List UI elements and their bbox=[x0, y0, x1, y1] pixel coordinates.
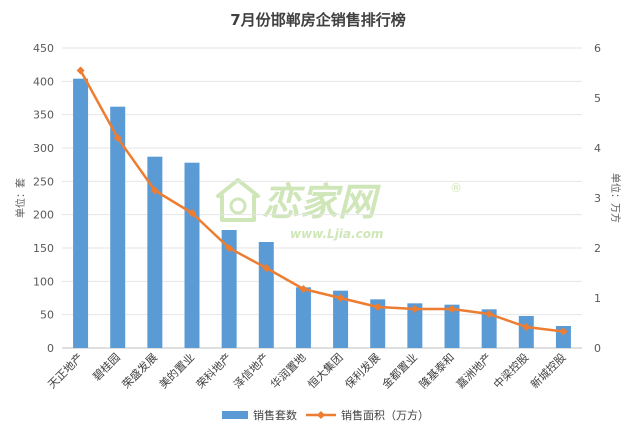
y2-tick-label: 0 bbox=[594, 342, 601, 355]
x-tick-label: 隆基泰和 bbox=[416, 350, 457, 391]
line-point bbox=[559, 327, 568, 336]
y-tick-label: 200 bbox=[33, 209, 54, 222]
bar bbox=[295, 287, 311, 348]
legend: 销售套数 销售面积（万方） bbox=[222, 408, 429, 422]
y-tick-label: 100 bbox=[33, 275, 54, 288]
watermark-registered-mark: ® bbox=[450, 181, 462, 195]
bar bbox=[184, 162, 200, 348]
line-point bbox=[150, 186, 159, 195]
bar bbox=[407, 303, 423, 348]
bar bbox=[73, 78, 89, 349]
x-tick-label: 荣科地产 bbox=[193, 350, 234, 391]
line-point bbox=[410, 305, 419, 313]
legend-label-bar: 销售套数 bbox=[253, 408, 297, 422]
y2-tick-label: 4 bbox=[594, 142, 601, 155]
bar-series bbox=[73, 78, 571, 349]
x-tick-label: 金都置业 bbox=[379, 350, 420, 391]
x-tick-label: 天正地产 bbox=[45, 350, 86, 391]
y-tick-label: 450 bbox=[33, 42, 54, 55]
y2-tick-label: 6 bbox=[594, 42, 601, 55]
y2-tick-label: 3 bbox=[594, 192, 601, 205]
line-point bbox=[76, 66, 85, 75]
y-tick-label: 350 bbox=[33, 109, 54, 122]
x-tick-label: 恒大集团 bbox=[305, 350, 346, 391]
bar bbox=[518, 316, 534, 348]
watermark-house-icon bbox=[216, 178, 260, 222]
bar bbox=[333, 290, 349, 348]
x-tick-label: 新城控股 bbox=[528, 350, 569, 391]
bar bbox=[481, 309, 497, 348]
bar bbox=[444, 304, 460, 348]
x-tick-label: 嘉洲地产 bbox=[453, 350, 494, 391]
x-axis: 天正地产 碧桂园荣盛发展美的置业荣科地产泽信地产华润置地恒大集团保利发展金都置业隆… bbox=[45, 350, 569, 391]
watermark-logo: 恋家网 www.Ljia.com ® bbox=[216, 178, 462, 241]
line-point bbox=[299, 285, 308, 293]
bar bbox=[221, 230, 237, 348]
x-tick-label: 泽信地产 bbox=[230, 350, 271, 391]
watermark-text: 恋家网 bbox=[262, 180, 381, 224]
y-axis-title: 单位：套 bbox=[14, 178, 27, 218]
line-point bbox=[188, 209, 196, 217]
legend-swatch-bar bbox=[222, 411, 248, 419]
x-tick-label: 中梁控股 bbox=[490, 350, 531, 391]
line-series bbox=[76, 66, 568, 336]
line-point bbox=[522, 323, 531, 331]
y-axis-left: 0 50 100 150 200 250 300 350 400 450 bbox=[33, 42, 54, 355]
y2-tick-label: 1 bbox=[594, 292, 601, 305]
bar bbox=[258, 242, 274, 348]
y-tick-label: 250 bbox=[33, 175, 54, 188]
y-tick-label: 300 bbox=[33, 142, 54, 155]
line-point bbox=[336, 294, 345, 302]
x-tick-label: 荣盛发展 bbox=[119, 350, 160, 391]
bar bbox=[147, 156, 163, 348]
y-tick-label: 50 bbox=[40, 309, 54, 322]
y2-axis-title: 单位：万方 bbox=[609, 173, 622, 223]
y2-tick-label: 2 bbox=[594, 242, 601, 255]
y-tick-label: 0 bbox=[47, 342, 54, 355]
x-tick-label: 华润置地 bbox=[268, 350, 309, 391]
line-point bbox=[262, 264, 271, 272]
chart-title: 7月份邯郸房企销售排行榜 bbox=[230, 11, 405, 29]
legend-label-line: 销售面积（万方） bbox=[341, 408, 429, 422]
x-tick-label: 保利发展 bbox=[342, 350, 383, 391]
line-point bbox=[113, 134, 122, 142]
line-point bbox=[225, 244, 234, 252]
bar bbox=[110, 106, 126, 349]
line-point bbox=[448, 305, 456, 313]
y2-tick-label: 5 bbox=[594, 92, 601, 105]
line-path bbox=[79, 69, 564, 333]
y-axis-right: 0 1 2 3 4 5 6 bbox=[594, 42, 601, 355]
x-tick-label: 美的置业 bbox=[156, 350, 197, 391]
y-tick-label: 400 bbox=[33, 75, 54, 88]
line-point bbox=[373, 303, 382, 311]
line-point bbox=[485, 310, 494, 318]
watermark-url: www.Ljia.com bbox=[290, 227, 383, 241]
x-tick-label: 碧桂园 bbox=[90, 350, 123, 383]
legend-swatch-marker bbox=[317, 411, 325, 419]
bar bbox=[370, 299, 386, 348]
y-tick-label: 150 bbox=[33, 242, 54, 255]
